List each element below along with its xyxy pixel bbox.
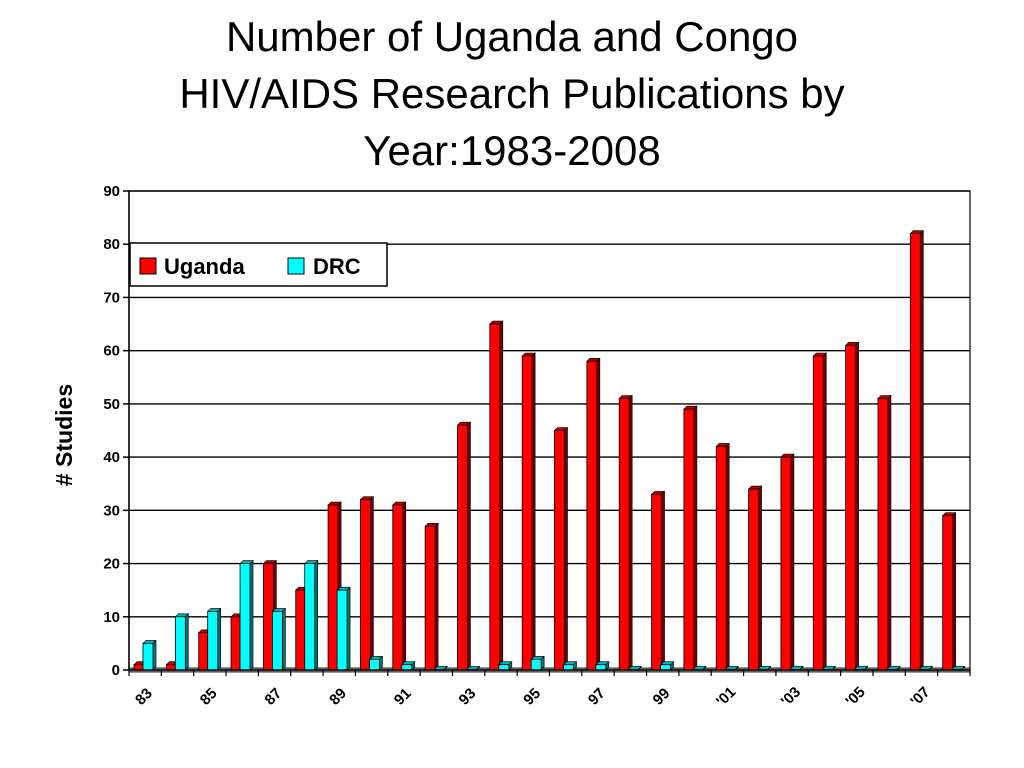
x-tick-label: '03	[778, 684, 804, 710]
y-tick-label: 0	[112, 662, 120, 679]
uganda-bar-1995	[521, 352, 536, 671]
drc-bar-2006	[886, 665, 901, 671]
uganda-bar-1996	[553, 426, 569, 671]
x-tick-label: 85	[197, 685, 221, 709]
drc-legend-swatch	[287, 257, 305, 275]
uganda-bar-1992	[424, 522, 439, 671]
y-tick-label: 70	[103, 289, 120, 306]
x-tick-label: 91	[391, 685, 415, 709]
drc-bar-1984	[174, 613, 190, 671]
y-axis: 0 10 20 30 40 50 60 70 80 90	[103, 183, 130, 679]
uganda-bar-1994	[489, 320, 504, 671]
drc-bar-1990	[368, 655, 384, 671]
y-tick-label: 90	[103, 183, 120, 200]
uganda-bar-1999	[650, 490, 666, 671]
x-axis: 83 85 87 89 91 93 95 97 99 '01 '03 '05 '07	[128, 669, 971, 710]
y-tick-label: 60	[103, 343, 120, 360]
drc-bar-1991	[401, 660, 416, 671]
x-tick-label: '05	[842, 684, 868, 710]
x-tick-label: 97	[585, 685, 609, 709]
uganda-bar-1998	[618, 394, 633, 671]
x-tick-label: 83	[132, 685, 156, 709]
uganda-bar-1997	[586, 357, 601, 671]
y-tick-label: 80	[103, 236, 120, 253]
uganda-legend-swatch	[139, 257, 157, 275]
drc-bar-1997	[595, 660, 610, 671]
x-tick-label: 93	[456, 685, 480, 709]
x-tick-label: 99	[650, 685, 674, 709]
drc-bar-1986	[239, 559, 254, 671]
uganda-bar-2004	[812, 352, 827, 671]
uganda-bar-2008	[941, 511, 957, 671]
x-tick-label: 87	[261, 685, 285, 709]
uganda-bar-2006	[877, 394, 892, 671]
uganda-legend-label: Uganda	[164, 254, 245, 279]
y-tick-label: 20	[103, 556, 120, 573]
drc-bar-1996	[562, 660, 578, 671]
legend-box	[129, 242, 388, 287]
drc-bar-1989	[336, 586, 351, 671]
drc-bar-1988	[304, 559, 319, 671]
chart-title-line-1: Number of Uganda and Congo	[225, 13, 799, 60]
uganda-bar-2000	[683, 405, 698, 671]
drc-bar-1987	[271, 607, 287, 671]
uganda-bar-1993	[456, 421, 472, 671]
uganda-bar-2003	[780, 453, 795, 671]
drc-bar-1999	[659, 660, 675, 671]
uganda-bar-2001	[715, 442, 730, 671]
drc-bar-1985	[206, 607, 222, 671]
drc-legend-label: DRC	[313, 254, 361, 279]
uganda-bar-1991	[392, 501, 407, 671]
chart-title-line-2: HIV/AIDS Research Publications by	[179, 70, 845, 117]
legend: Uganda DRC	[129, 242, 388, 287]
uganda-bar-2007	[909, 229, 925, 671]
chart-title-line-3: Year:1983-2008	[363, 127, 661, 174]
drc-bar-1995	[530, 655, 545, 671]
uganda-bar-2005	[844, 341, 860, 671]
y-axis-title: # Studies	[51, 384, 77, 486]
y-tick-label: 10	[103, 609, 120, 626]
drc-bar-1983	[142, 639, 157, 671]
chart-title: Number of Uganda and Congo HIV/AIDS Rese…	[0, 8, 1024, 179]
x-tick-label: 95	[520, 685, 544, 709]
x-tick-label: 89	[326, 685, 350, 709]
x-tick-label: '07	[907, 684, 933, 710]
drc-bar-2002	[756, 665, 772, 671]
x-tick-label: '01	[713, 684, 739, 710]
uganda-bar-1990	[359, 495, 375, 671]
y-tick-label: 30	[103, 502, 120, 519]
uganda-bar-2002	[747, 485, 763, 671]
y-tick-label: 40	[103, 449, 120, 466]
y-tick-label: 50	[103, 396, 120, 413]
drc-bar-1994	[498, 660, 513, 671]
bars	[133, 229, 966, 671]
